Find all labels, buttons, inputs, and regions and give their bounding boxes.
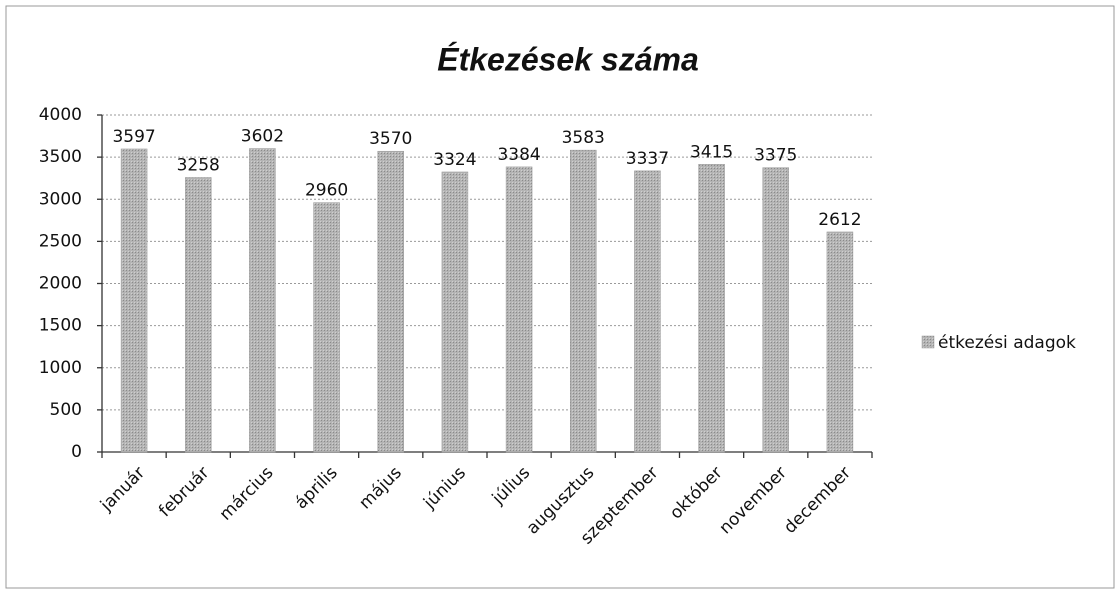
bar (120, 148, 148, 453)
data-label: 2612 (818, 210, 861, 230)
y-tick-label: 1500 (39, 316, 82, 336)
bar (313, 202, 340, 453)
y-tick-label: 4000 (39, 105, 82, 125)
bar (570, 149, 597, 453)
y-tick-label: 2000 (39, 274, 82, 294)
chart-title: Étkezések száma (437, 41, 699, 77)
data-label: 2960 (305, 181, 348, 201)
bar (698, 164, 725, 453)
y-tick-label: 500 (50, 400, 82, 420)
data-label: 3602 (241, 127, 284, 147)
y-tick-label: 1000 (39, 358, 82, 378)
data-label: 3375 (754, 146, 797, 166)
data-label: 3337 (626, 149, 669, 169)
y-tick-label: 3500 (39, 147, 82, 167)
bar (185, 177, 212, 453)
bar (249, 148, 276, 453)
y-tick-label: 2500 (39, 231, 82, 251)
bar (441, 171, 469, 453)
data-label: 3415 (690, 142, 733, 162)
y-tick-label: 3000 (39, 189, 82, 209)
data-label: 3324 (433, 150, 476, 170)
legend-label: étkezési adagok (938, 333, 1076, 353)
y-tick-label: 0 (71, 442, 82, 462)
bar (505, 166, 533, 453)
bar (634, 170, 661, 453)
bar (762, 167, 789, 453)
bar (826, 231, 854, 453)
data-label: 3583 (562, 128, 605, 148)
data-label: 3597 (112, 127, 155, 147)
data-label: 3258 (177, 156, 220, 176)
data-label: 3570 (369, 129, 412, 149)
bar (377, 150, 404, 453)
legend-swatch (921, 335, 935, 349)
data-label: 3384 (497, 145, 540, 165)
